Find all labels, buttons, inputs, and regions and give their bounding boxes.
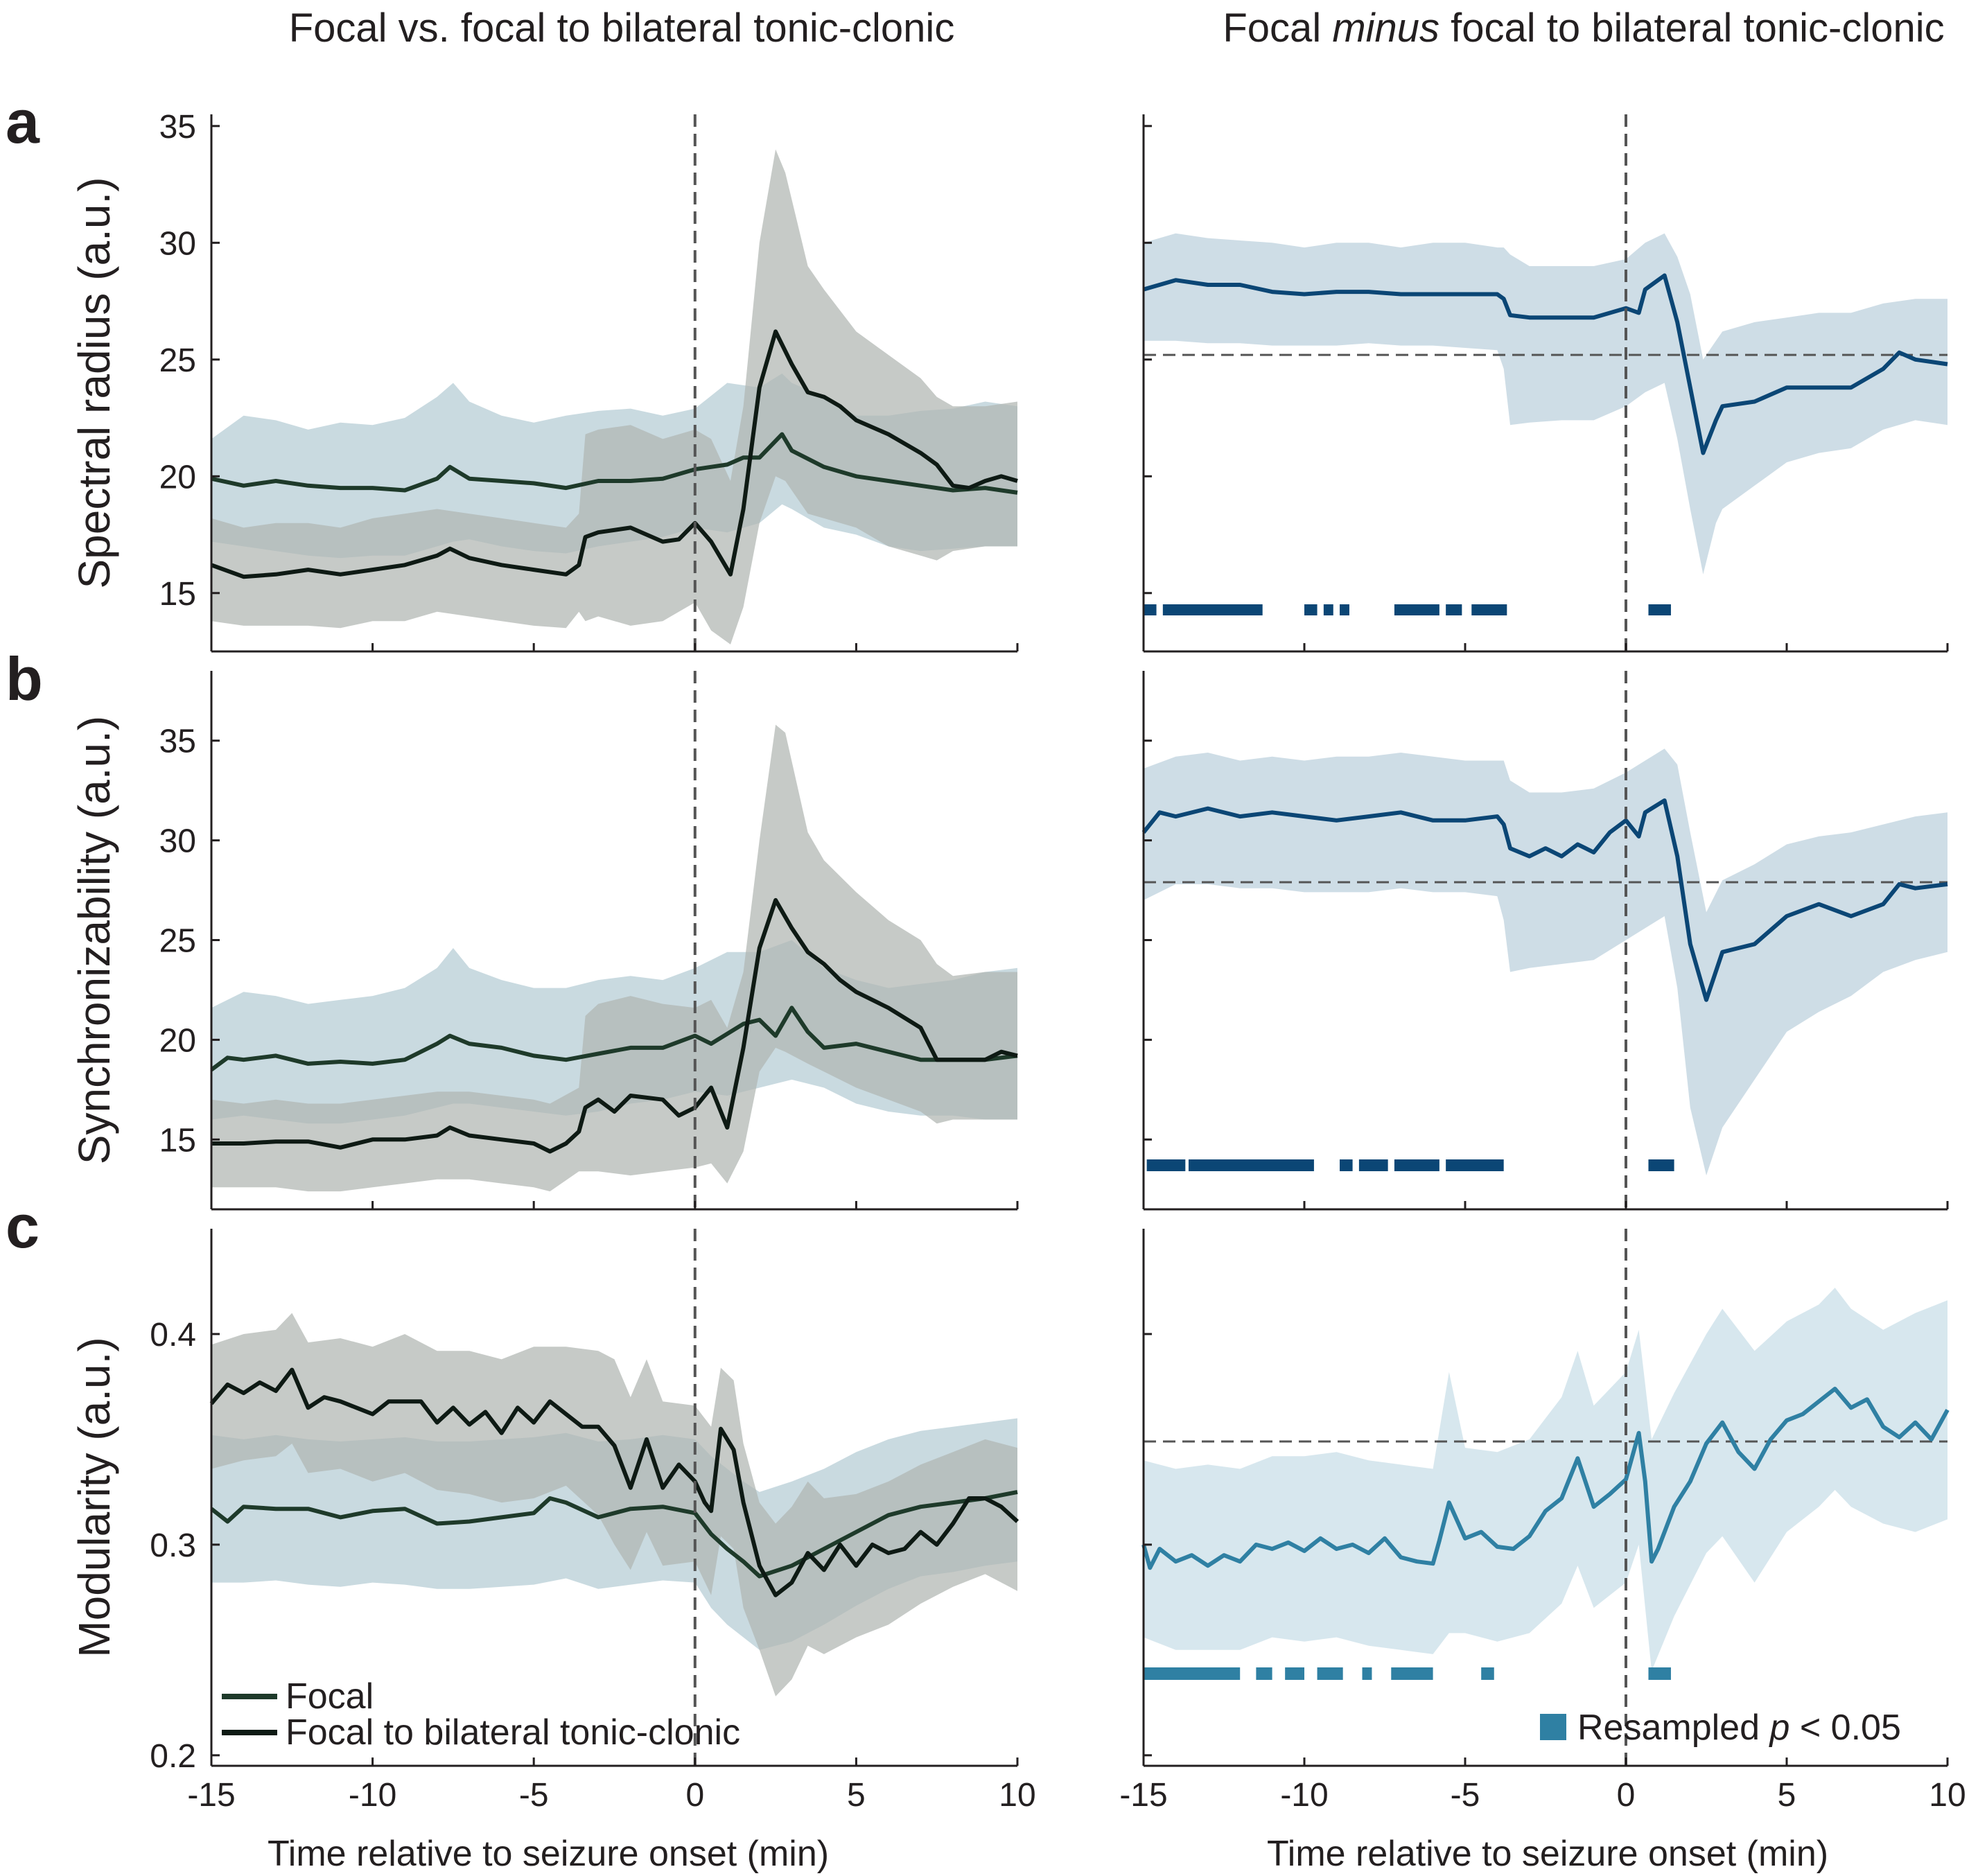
significance-marker <box>1648 1159 1674 1171</box>
confidence-band <box>1144 233 1947 575</box>
significance-marker <box>1358 1159 1388 1171</box>
x-tick-label: 10 <box>999 1777 1035 1814</box>
significance-marker <box>1446 604 1462 615</box>
confidence-band <box>211 149 1017 645</box>
x-tick-label: -15 <box>1119 1777 1167 1814</box>
x-tick-label: -10 <box>1280 1777 1328 1814</box>
x-tick-label: 5 <box>1778 1777 1796 1814</box>
y-tick-label: 20 <box>159 459 196 496</box>
y-tick-label: 0.4 <box>150 1317 196 1353</box>
panel-c-diff: -15 -10 -5 0 5 10 <box>1119 1229 1966 1814</box>
x-tick-label: -5 <box>1451 1777 1480 1814</box>
significance-marker <box>1471 604 1507 615</box>
x-tick-label: 5 <box>847 1777 866 1814</box>
x-tick-label: 10 <box>1929 1777 1966 1814</box>
y-tick-label: 25 <box>159 923 196 960</box>
panel-label-c: c <box>6 1192 40 1261</box>
y-tick-label: 15 <box>159 576 196 613</box>
confidence-band <box>1144 1288 1947 1672</box>
series-line <box>209 1367 1019 1597</box>
panel-a: 15 20 25 30 35 Spectral radius (a.u.) <box>69 109 1019 653</box>
significance-marker <box>1317 1667 1343 1680</box>
significance-legend: Resampled p < 0.05 <box>1540 1708 1901 1748</box>
panel-a-diff <box>1142 114 1949 653</box>
legend: Focal Focal to bilateral tonic-clonic <box>222 1676 740 1753</box>
series-line <box>1141 1387 1950 1570</box>
series-line <box>1143 273 1948 455</box>
legend-label-focal: Focal <box>286 1676 374 1717</box>
series-line <box>210 329 1018 579</box>
panel-b-diff <box>1141 671 1949 1211</box>
y-tick-label: 0.2 <box>150 1738 196 1775</box>
panels: 15 20 25 30 35 Spectral radius (a.u.) 15 20 25 30… <box>69 109 1966 1814</box>
y-tick-label: 15 <box>159 1122 196 1159</box>
series-line <box>210 1489 1018 1579</box>
significance-marker <box>1304 604 1318 615</box>
significance-marker <box>1144 604 1157 615</box>
y-tick-label: 35 <box>159 724 196 760</box>
significance-marker <box>1391 1667 1433 1680</box>
significance-marker <box>1340 1159 1353 1171</box>
y-tick-label: 25 <box>159 342 196 379</box>
significance-marker <box>1285 1667 1304 1680</box>
significance-marker <box>1648 604 1671 615</box>
series-line <box>211 897 1018 1154</box>
right-title-prefix: Focal <box>1223 6 1332 51</box>
legend-sig-prefix: Resampled <box>1577 1708 1769 1748</box>
y-tick-label: 20 <box>159 1022 196 1059</box>
significance-marker <box>1323 604 1333 615</box>
left-column-title: Focal vs. focal to bilateral tonic-cloni… <box>289 6 955 51</box>
y-tick-label: 35 <box>159 109 196 146</box>
x-tick-label: 0 <box>1617 1777 1636 1814</box>
panel-label-a: a <box>6 87 40 156</box>
x-tick-label: 0 <box>685 1777 704 1814</box>
significance-marker <box>1362 1667 1372 1680</box>
x-tick-label: -5 <box>519 1777 549 1814</box>
y-axis-label: Modularity (a.u.) <box>69 1337 119 1657</box>
significance-marker <box>1481 1667 1494 1680</box>
y-axis-label: Synchronizability (a.u.) <box>69 716 119 1164</box>
series-line <box>1141 798 1948 1002</box>
significance-marker <box>1144 1667 1241 1680</box>
significance-marker <box>1446 1159 1504 1171</box>
legend-sig-p: p <box>1768 1708 1789 1748</box>
panel-b: 15 20 25 30 35 Synchronizability (a.u.) <box>69 671 1019 1211</box>
x-tick-label: -10 <box>349 1777 396 1814</box>
right-title-italic: minus <box>1332 6 1439 51</box>
legend-swatch-significance <box>1540 1714 1566 1740</box>
confidence-band <box>1144 748 1947 1176</box>
significance-marker <box>1188 1159 1314 1171</box>
legend-label-fbtc: Focal to bilateral tonic-clonic <box>286 1712 740 1753</box>
y-tick-label: 30 <box>159 225 196 262</box>
legend-sig-suffix: < 0.05 <box>1789 1708 1900 1748</box>
y-tick-label: 0.3 <box>150 1527 196 1564</box>
significance-marker <box>1648 1667 1671 1680</box>
x-tick-label: -15 <box>187 1777 235 1814</box>
confidence-band <box>211 724 1017 1192</box>
x-axis-label-left: Time relative to seizure onset (min) <box>268 1834 829 1874</box>
significance-marker <box>1394 1159 1439 1171</box>
significance-marker <box>1394 604 1439 615</box>
significance-marker <box>1256 1667 1272 1680</box>
x-axis-label-right: Time relative to seizure onset (min) <box>1267 1834 1828 1874</box>
y-axis-label: Spectral radius (a.u.) <box>69 177 119 588</box>
right-column-title: Focal minus focal to bilateral tonic-clo… <box>1223 6 1944 51</box>
y-tick-label: 30 <box>159 823 196 860</box>
significance-marker <box>1162 604 1263 615</box>
legend-label-significance: Resampled p < 0.05 <box>1577 1708 1901 1748</box>
series-line <box>210 1006 1018 1072</box>
panel-label-b: b <box>6 645 43 713</box>
series-line <box>211 432 1018 495</box>
significance-marker <box>1146 1159 1186 1171</box>
significance-marker <box>1340 604 1349 615</box>
panel-c: -15 -10 -5 0 5 10 0.2 0.3 0.4 Modularity (a.u.) <box>69 1229 1036 1814</box>
right-title-suffix: focal to bilateral tonic-clonic <box>1439 6 1945 51</box>
confidence-band <box>211 1313 1017 1697</box>
